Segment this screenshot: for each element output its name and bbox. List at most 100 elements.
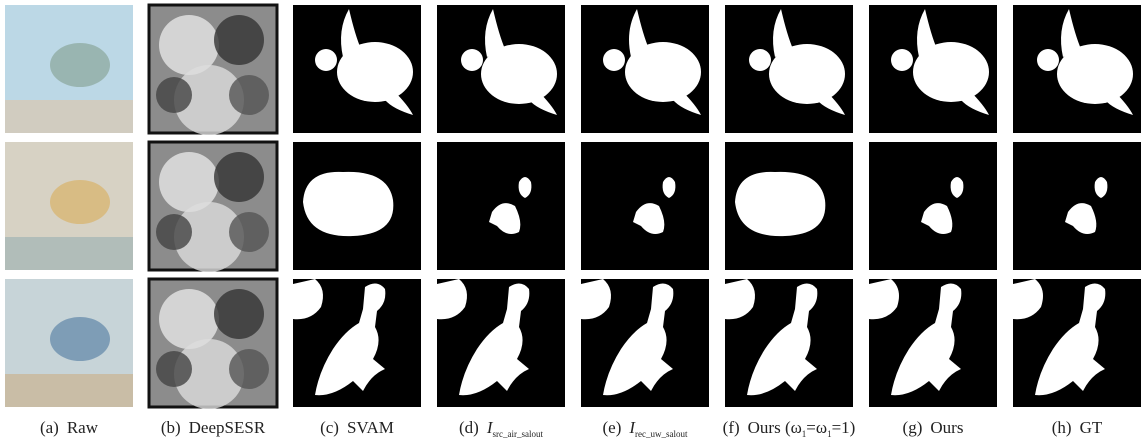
- caption-text: =1): [832, 418, 856, 437]
- mask-region: [1094, 177, 1108, 198]
- mask-region: [673, 90, 701, 115]
- mask-region: [315, 283, 386, 396]
- caption: (h) GT: [1052, 418, 1103, 437]
- mask-region: [921, 203, 953, 234]
- caption-letter: (h): [1052, 418, 1072, 437]
- mask-region: [459, 283, 530, 396]
- caption-text: I: [628, 418, 636, 437]
- mask-region: [913, 42, 989, 102]
- caption-text: DeepSESR: [189, 418, 266, 437]
- caption-text: Ours (ω: [748, 418, 802, 437]
- texture-blob: [229, 212, 269, 252]
- mask-region: [603, 49, 625, 71]
- caption: (d) Isrc_air_salout: [459, 418, 543, 439]
- mask-region: [485, 9, 505, 57]
- saliency-mask: [749, 9, 845, 115]
- mask-region: [1065, 203, 1097, 234]
- mask-region: [1061, 9, 1081, 57]
- texture-blob: [156, 214, 192, 250]
- caption-letter: (d): [459, 418, 479, 437]
- saliency-mask: [581, 279, 674, 396]
- texture-blob: [159, 289, 219, 349]
- texture-blob: [214, 289, 264, 339]
- mask-region: [603, 283, 674, 396]
- texture-blob: [159, 15, 219, 75]
- caption-letter: (g): [903, 418, 923, 437]
- caption-subscript: 1: [802, 429, 807, 439]
- caption-text: =ω: [806, 418, 827, 437]
- mask-region: [437, 279, 467, 320]
- mask-region: [869, 279, 899, 320]
- texture-blob: [174, 339, 244, 409]
- mask-region: [385, 90, 413, 115]
- mask-region: [633, 203, 665, 234]
- saliency-mask: [633, 177, 676, 234]
- saliency-mask: [603, 9, 701, 115]
- mask-region: [461, 49, 483, 71]
- saliency-mask: [1037, 9, 1133, 115]
- caption-text: SVAM: [347, 418, 394, 437]
- caption-subscript: src_air_salout: [493, 429, 544, 439]
- photo-seabed: [5, 237, 133, 270]
- saliency-mask: [489, 177, 532, 234]
- caption: (b) DeepSESR: [161, 418, 266, 437]
- saliency-mask: [869, 279, 962, 396]
- saliency-mask: [303, 171, 394, 237]
- mask-region: [303, 171, 394, 237]
- caption-letter: (e): [602, 418, 621, 437]
- saliency-mask: [315, 9, 413, 115]
- mask-region: [891, 283, 962, 396]
- caption-text: Ours: [930, 418, 963, 437]
- mask-region: [629, 9, 649, 57]
- saliency-mask: [437, 279, 530, 396]
- photo-subject: [50, 317, 110, 361]
- mask-region: [518, 177, 532, 198]
- mask-region: [1105, 90, 1133, 115]
- caption: (a) Raw: [40, 418, 99, 437]
- mask-region: [1035, 283, 1106, 396]
- mask-region: [749, 49, 771, 71]
- mask-region: [662, 177, 676, 198]
- caption-letter: (c): [320, 418, 339, 437]
- caption-letter: (f): [723, 418, 740, 437]
- caption-text: GT: [1080, 418, 1103, 437]
- photo-subject: [50, 180, 110, 224]
- caption: (g) Ours: [903, 418, 964, 437]
- texture-blob: [159, 152, 219, 212]
- mask-region: [891, 49, 913, 71]
- photo-seabed: [5, 374, 133, 407]
- mask-region: [581, 279, 611, 320]
- caption: (c) SVAM: [320, 418, 394, 437]
- caption-letter: (a): [40, 418, 59, 437]
- saliency-mask: [293, 279, 386, 396]
- caption-subscript: rec_uw_salout: [635, 429, 688, 439]
- saliency-mask: [735, 171, 826, 237]
- mask-region: [817, 90, 845, 115]
- mask-region: [961, 90, 989, 115]
- caption-text: Raw: [67, 418, 99, 437]
- mask-region: [917, 9, 937, 57]
- mask-region: [489, 203, 521, 234]
- mask-region: [950, 177, 964, 198]
- photo-seabed: [5, 100, 133, 133]
- caption-text: I: [486, 418, 494, 437]
- mask-region: [1037, 49, 1059, 71]
- texture-blob: [174, 202, 244, 272]
- mask-region: [315, 49, 337, 71]
- saliency-mask: [461, 9, 557, 115]
- mask-region: [769, 44, 845, 104]
- texture-blob: [229, 349, 269, 389]
- texture-blob: [174, 65, 244, 135]
- mask-region: [1013, 279, 1043, 320]
- saliency-mask: [1013, 279, 1106, 396]
- saliency-mask: [725, 279, 818, 396]
- mask-region: [625, 42, 701, 102]
- mask-region: [735, 171, 826, 237]
- mask-region: [747, 283, 818, 396]
- mask-region: [293, 279, 323, 320]
- mask-region: [529, 90, 557, 115]
- texture-blob: [229, 75, 269, 115]
- texture-blob: [156, 77, 192, 113]
- caption: (e) Irec_uw_salout: [602, 418, 688, 439]
